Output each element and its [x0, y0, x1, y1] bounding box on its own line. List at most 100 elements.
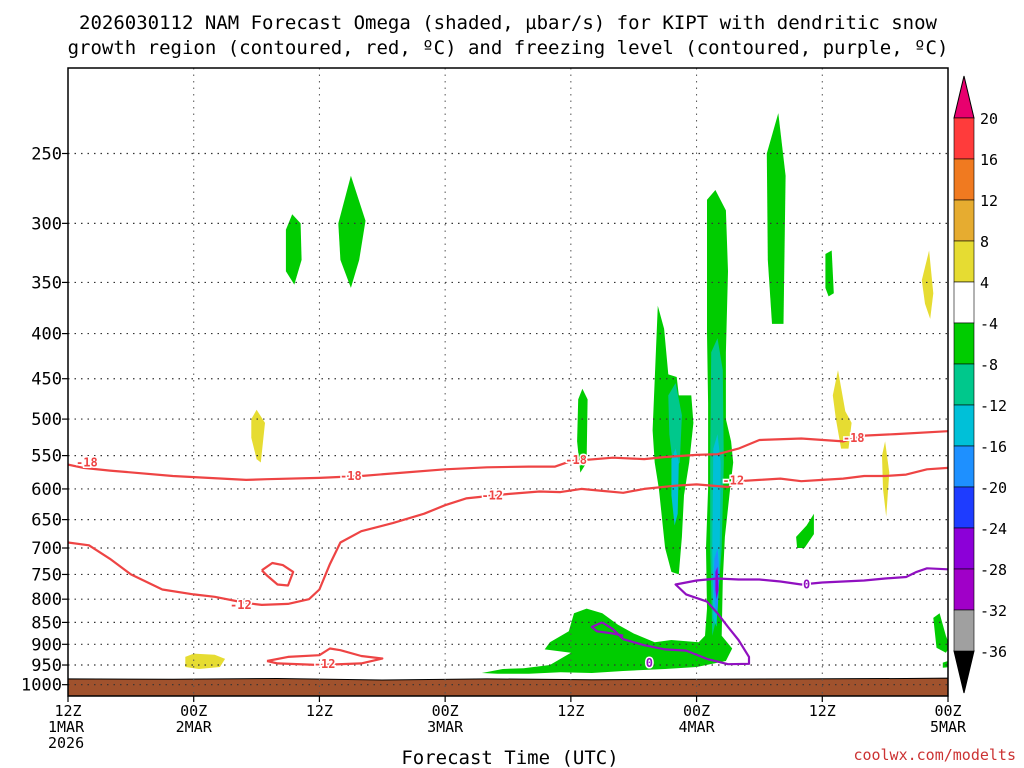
- y-tick-label-300: 300: [31, 214, 62, 234]
- colorbar-swatch-12: [953, 609, 975, 652]
- contour-label-minus12-2: -12: [722, 474, 744, 488]
- x-tick-label-7-0: 00Z: [934, 702, 961, 720]
- x-tick-label-3-1: 3MAR: [427, 718, 464, 736]
- colorbar-swatch-6: [953, 363, 975, 406]
- contour-zero: [601, 567, 948, 666]
- x-tick-label-1-1: 2MAR: [176, 718, 213, 736]
- colorbar-label-8: -16: [980, 438, 1007, 456]
- y-tick-label-750: 750: [31, 565, 62, 585]
- contour-label-minus12-0: -12: [230, 598, 252, 612]
- omega-region-5-2: [832, 370, 852, 449]
- colorbar-swatch-9: [953, 486, 975, 529]
- colorbar-top-arrow: [953, 75, 975, 119]
- omega-region-0-0: [285, 214, 302, 285]
- contour-minus12: [68, 466, 948, 607]
- omega-region-1-0: [668, 383, 682, 470]
- plot-frame: [67, 67, 949, 697]
- y-tick-label-700: 700: [31, 539, 62, 559]
- contour-label-minus18-3: -18: [843, 431, 865, 445]
- omega-region-0-4: [766, 113, 786, 324]
- omega-shading: [185, 113, 948, 674]
- y-tick-label-800: 800: [31, 590, 62, 610]
- contour-minus18: [68, 430, 948, 481]
- x-tick-label-5-1: 4MAR: [679, 718, 716, 736]
- contour-label-minus18-2: -18: [565, 453, 587, 467]
- contour-label-minus18-1: -18: [340, 469, 362, 483]
- y-tick-label-900: 900: [31, 635, 62, 655]
- contour-zero-b: [590, 621, 624, 637]
- colorbar-label-5: -4: [980, 315, 998, 333]
- y-tick-label-450: 450: [31, 370, 62, 390]
- omega-region-5-1: [185, 653, 226, 669]
- y-tick-label-1000: 1000: [21, 676, 62, 696]
- temperature-contours: -18 -18 -18 -18 -12 -12 -12 -12 0 0: [68, 429, 948, 673]
- colorbar-swatch-8: [953, 445, 975, 488]
- x-tick-label-0-1: 1MAR: [48, 718, 85, 736]
- omega-region-0-1: [338, 175, 366, 288]
- colorbar-bottom-arrow: [953, 650, 975, 694]
- colorbar-swatch-1: [953, 158, 975, 201]
- omega-region-0-5: [481, 190, 734, 674]
- contour-minus12-cell-a: [261, 561, 295, 587]
- colorbar-label-0: 20: [980, 110, 998, 128]
- colorbar-label-12: -32: [980, 602, 1007, 620]
- x-tick-label-7-1: 5MAR: [930, 718, 967, 736]
- omega-region-5-4: [921, 250, 934, 319]
- x-tick-label-3-0: 00Z: [432, 702, 459, 720]
- colorbar: 20 16 12 8 4 -4 -8 -12 -16 -20 -24 -28 -32 -36: [953, 75, 1007, 694]
- omega-region-0-2: [577, 388, 588, 473]
- colorbar-label-6: -8: [980, 356, 998, 374]
- y-axis-ticks: 2503003504004505005506006507007508008509…: [21, 144, 68, 696]
- grid-lines: [68, 68, 948, 696]
- colorbar-swatch-3: [953, 240, 975, 283]
- x-tick-label-5-0: 00Z: [683, 702, 710, 720]
- y-tick-label-650: 650: [31, 511, 62, 531]
- colorbar-swatch-11: [953, 568, 975, 611]
- terrain-surface: [68, 677, 948, 696]
- x-axis-label: Forecast Time (UTC): [401, 747, 618, 768]
- colorbar-label-1: 16: [980, 151, 998, 169]
- omega-region-4-0: [715, 566, 719, 600]
- contour-minus12-cell-b: [266, 647, 384, 667]
- colorbar-label-10: -24: [980, 520, 1007, 538]
- y-tick-label-500: 500: [31, 410, 62, 430]
- contour-label-minus12-1: -12: [481, 488, 503, 502]
- omega-region-0-8: [933, 613, 948, 653]
- colorbar-label-11: -28: [980, 561, 1007, 579]
- x-tick-label-4-0: 12Z: [557, 702, 584, 720]
- colorbar-label-9: -20: [980, 479, 1007, 497]
- y-tick-label-400: 400: [31, 325, 62, 345]
- credit-text: coolwx.com/modelts: [853, 746, 1016, 764]
- x-tick-label-0-0: 12Z: [54, 702, 81, 720]
- colorbar-label-2: 12: [980, 192, 998, 210]
- colorbar-swatch-10: [953, 527, 975, 570]
- omega-region-5-3: [882, 441, 890, 517]
- contour-label-minus18-0: -18: [76, 456, 98, 470]
- omega-region-0-6: [796, 513, 814, 548]
- colorbar-swatch-2: [953, 199, 975, 242]
- colorbar-swatch-0: [953, 117, 975, 160]
- y-tick-label-250: 250: [31, 144, 62, 164]
- chart-title-line2: growth region (contoured, red, ºC) and f…: [68, 37, 949, 59]
- colorbar-label-4: 4: [980, 274, 989, 292]
- x-tick-label-0-2: 2026: [48, 734, 84, 752]
- omega-region-5-0: [251, 409, 265, 463]
- terrain-layer: [68, 677, 948, 696]
- y-tick-label-950: 950: [31, 656, 62, 676]
- contour-label-zero-0: 0: [803, 578, 810, 592]
- omega-region-2-0: [671, 448, 679, 526]
- colorbar-label-3: 8: [980, 233, 989, 251]
- colorbar-label-13: -36: [980, 643, 1007, 661]
- colorbar-swatch-4: [953, 281, 975, 324]
- x-tick-label-2-0: 12Z: [306, 702, 333, 720]
- y-tick-label-850: 850: [31, 613, 62, 633]
- omega-region-0-7: [825, 250, 834, 297]
- y-tick-label-550: 550: [31, 447, 62, 467]
- x-tick-label-1-0: 00Z: [180, 702, 207, 720]
- colorbar-swatch-5: [953, 322, 975, 365]
- colorbar-label-7: -12: [980, 397, 1007, 415]
- contour-label-zero-b-0: 0: [646, 656, 653, 670]
- contour-label-minus12-cell-b-0: -12: [314, 657, 336, 671]
